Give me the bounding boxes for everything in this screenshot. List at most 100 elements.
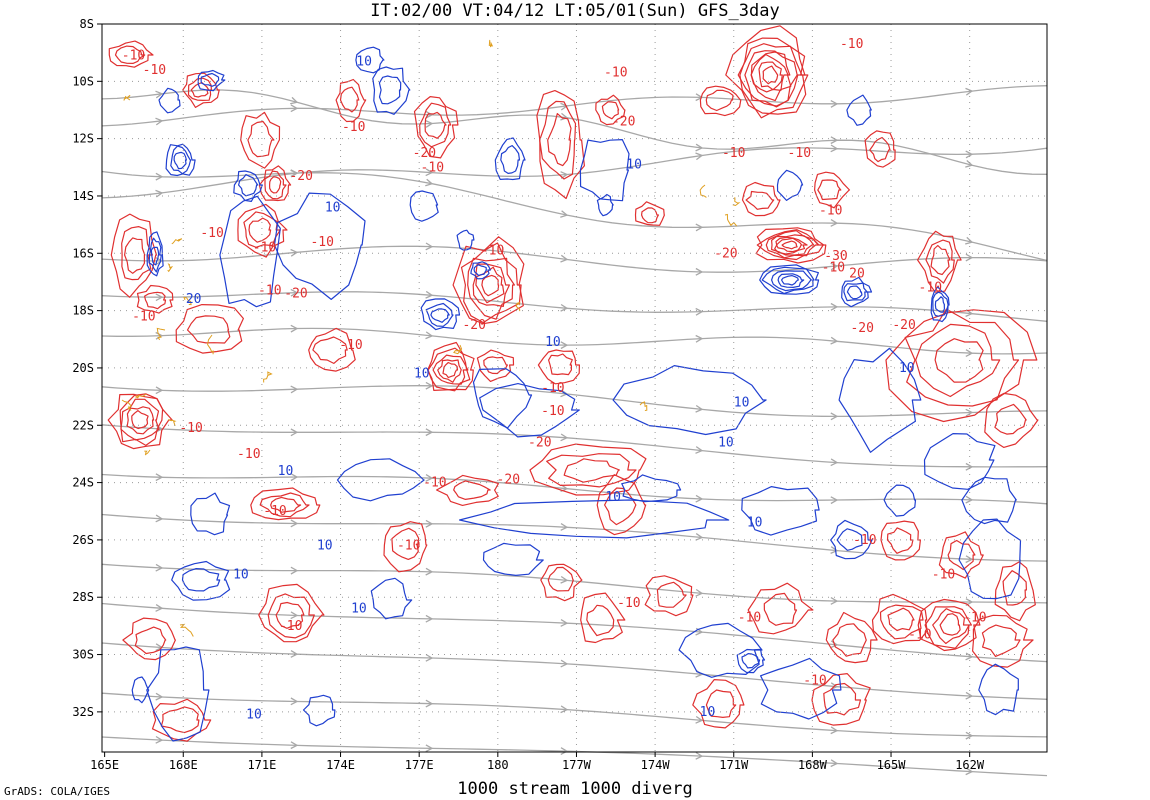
contour-label: -10 <box>541 404 564 419</box>
divergence-contour <box>612 365 767 436</box>
stream-arrow <box>425 110 434 119</box>
streamline <box>101 602 1048 663</box>
lat-tick-label: 12S <box>72 132 94 146</box>
contour-label: -20 <box>497 473 520 488</box>
convergence-contour <box>250 487 321 521</box>
stream-arrow <box>425 381 434 390</box>
divergence-contour <box>781 275 799 286</box>
stream-arrow <box>830 136 839 145</box>
convergence-contour <box>705 689 737 718</box>
convergence-contour <box>432 354 469 385</box>
divergence-contour <box>150 246 160 266</box>
convergence-contour <box>781 240 798 250</box>
contour-label: -20 <box>289 169 312 184</box>
contour-label: 10 <box>246 708 262 723</box>
stream-arrow <box>560 254 569 263</box>
convergence-contour <box>248 217 272 243</box>
convergence-contour <box>758 61 783 91</box>
stream-arrow <box>695 93 704 102</box>
convergence-contour <box>437 359 462 383</box>
convergence-contour <box>270 496 302 513</box>
lat-tick-label: 30S <box>72 648 94 662</box>
convergence-contour <box>136 284 174 314</box>
stream-arrow <box>425 519 434 528</box>
lon-tick-label: 171W <box>719 758 749 772</box>
contour-label: 10 <box>718 436 734 451</box>
coastline-segment <box>144 449 151 456</box>
lon-tick-label: 165E <box>90 758 119 772</box>
convergence-contour <box>121 226 153 281</box>
lat-tick-label: 32S <box>72 705 94 719</box>
divergence-contour <box>219 195 281 308</box>
coastline-segment <box>699 184 707 198</box>
stream-arrow <box>695 143 704 152</box>
contour-label: -10 <box>310 235 333 250</box>
stream-arrow <box>695 533 704 541</box>
streamlines <box>101 85 1048 777</box>
convergence-contour <box>312 336 348 364</box>
divergence-contour <box>841 276 873 308</box>
coastline-segment <box>732 197 741 207</box>
lat-tick-label: 10S <box>72 74 94 88</box>
contour-label: -10 <box>339 338 362 353</box>
divergence-contour <box>273 192 366 300</box>
contour-label: 10 <box>899 361 915 376</box>
convergence-contour <box>547 113 572 167</box>
stream-arrow <box>155 563 164 572</box>
contour-label: -10 <box>722 146 745 161</box>
convergence-contour <box>134 626 167 655</box>
stream-arrow <box>965 408 974 417</box>
streamline <box>101 245 1048 273</box>
convergence-contour <box>939 613 961 636</box>
contour-label: -10 <box>604 66 627 81</box>
contour-label: -10 <box>840 37 863 52</box>
divergence-contours <box>131 46 1022 742</box>
plot-footer-title: 1000 stream 1000 diverg <box>457 779 693 799</box>
contour-label: -20 <box>850 321 873 336</box>
divergence-contour <box>678 622 763 678</box>
lon-tick-label: 177W <box>562 758 592 772</box>
convergence-contour <box>120 398 160 441</box>
streamline <box>101 89 1048 175</box>
stream-arrow <box>290 741 299 750</box>
stream-arrow <box>830 144 839 153</box>
divergence-contour <box>131 676 150 704</box>
convergence-contour <box>119 393 164 446</box>
convergence-contour <box>741 181 781 217</box>
convergence-contour <box>756 229 824 261</box>
stream-arrow <box>425 242 434 251</box>
convergence-contour <box>124 237 146 274</box>
stream-arrow <box>830 262 839 271</box>
stream-arrow <box>560 433 569 442</box>
convergence-contour <box>187 77 212 101</box>
coastline-segment <box>156 327 166 341</box>
stream-arrow <box>695 751 704 760</box>
contour-label: -30 <box>824 249 847 264</box>
convergence-contour <box>763 592 798 626</box>
stream-arrow <box>290 385 299 394</box>
stream-arrow <box>830 412 839 421</box>
contour-label: -10 <box>253 241 276 256</box>
convergence-contour <box>817 179 842 201</box>
convergence-contour <box>811 673 871 726</box>
divergence-contour <box>456 229 475 251</box>
stream-arrow <box>155 117 164 126</box>
contour-label: -20 <box>714 246 737 261</box>
coastline-segment <box>121 399 132 411</box>
convergence-contour <box>864 130 896 168</box>
lon-tick-label: 162W <box>955 758 985 772</box>
convergence-contour <box>442 361 459 379</box>
stream-arrow <box>830 496 839 505</box>
convergence-contour <box>747 582 814 635</box>
stream-arrow <box>560 619 569 627</box>
divergence-contour <box>836 528 863 551</box>
divergence-contour <box>181 568 221 592</box>
contour-label: -10 <box>803 673 826 688</box>
stream-arrow <box>425 120 434 128</box>
stream-arrow <box>425 168 434 177</box>
contour-label: -10 <box>932 567 955 582</box>
stream-arrow <box>830 726 839 735</box>
convergence-contour <box>932 608 970 645</box>
stream-arrow <box>155 692 164 701</box>
